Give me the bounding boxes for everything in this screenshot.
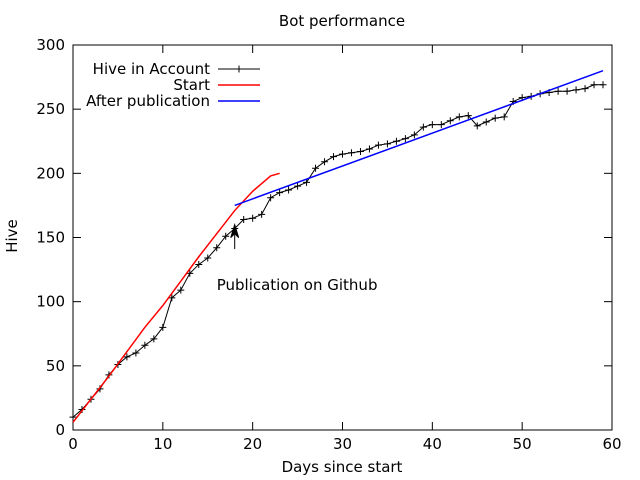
data-point bbox=[581, 85, 589, 93]
annotation-arrow-head bbox=[230, 222, 240, 239]
data-point bbox=[159, 323, 167, 331]
data-point bbox=[339, 150, 346, 158]
x-axis-label: Days since start bbox=[282, 458, 403, 476]
data-point bbox=[392, 137, 400, 145]
data-point bbox=[213, 244, 221, 252]
data-point bbox=[132, 349, 140, 357]
legend-label: Start bbox=[173, 76, 210, 94]
legend-label: Hive in Account bbox=[93, 60, 210, 78]
legend-label: After publication bbox=[86, 92, 210, 110]
x-tick-label: 30 bbox=[333, 435, 352, 453]
data-point bbox=[177, 286, 185, 294]
data-point bbox=[258, 210, 266, 218]
data-point bbox=[141, 341, 149, 349]
data-point bbox=[383, 140, 391, 148]
data-point bbox=[572, 86, 580, 94]
series-line-1 bbox=[72, 84, 604, 418]
data-point bbox=[464, 112, 472, 120]
data-point bbox=[150, 335, 158, 343]
data-point bbox=[365, 145, 373, 153]
data-point bbox=[123, 353, 131, 361]
data-point bbox=[249, 214, 257, 222]
x-tick-label: 60 bbox=[602, 435, 621, 453]
x-tick-label: 40 bbox=[423, 435, 442, 453]
axes: 0 10 20 30 40 50 60 0 50 100 150 200 250 300 bbox=[36, 36, 621, 453]
y-tick-label: 200 bbox=[36, 164, 65, 182]
data-point bbox=[356, 148, 364, 156]
data-point bbox=[312, 164, 320, 172]
data-point bbox=[410, 131, 418, 139]
x-tick-label: 0 bbox=[68, 435, 78, 453]
data-point bbox=[500, 113, 508, 121]
data-point bbox=[69, 413, 77, 421]
data-point bbox=[437, 121, 445, 129]
data-point bbox=[303, 178, 311, 186]
series-layer bbox=[69, 69, 607, 423]
y-tick-label: 50 bbox=[46, 357, 65, 375]
y-tick-label: 250 bbox=[36, 100, 65, 118]
data-point bbox=[195, 260, 203, 268]
x-tick-label: 20 bbox=[243, 435, 262, 453]
x-tick-label: 10 bbox=[153, 435, 172, 453]
data-point bbox=[590, 81, 598, 89]
y-tick-label: 100 bbox=[36, 293, 65, 311]
data-point bbox=[330, 153, 338, 161]
data-point bbox=[267, 194, 275, 202]
data-point bbox=[276, 189, 284, 197]
y-tick-label: 0 bbox=[55, 421, 65, 439]
data-point bbox=[186, 269, 194, 277]
chart-title: Bot performance bbox=[279, 12, 405, 30]
data-point bbox=[419, 123, 427, 131]
y-tick-label: 150 bbox=[36, 229, 65, 247]
data-point bbox=[563, 87, 571, 95]
data-point bbox=[222, 232, 230, 240]
data-point bbox=[294, 182, 302, 190]
data-point bbox=[321, 158, 329, 166]
data-point bbox=[491, 114, 499, 122]
data-point bbox=[204, 254, 212, 262]
data-point bbox=[446, 117, 454, 125]
data-point bbox=[599, 81, 607, 89]
y-axis-label: Hive bbox=[3, 219, 21, 253]
data-point bbox=[401, 135, 409, 143]
data-point bbox=[285, 186, 293, 194]
data-point bbox=[240, 216, 248, 224]
data-point bbox=[554, 87, 562, 95]
data-point bbox=[347, 149, 355, 157]
x-tick-label: 50 bbox=[513, 435, 532, 453]
data-point bbox=[428, 121, 436, 129]
series-line-2 bbox=[72, 172, 280, 423]
annotation-text: Publication on Github bbox=[217, 276, 378, 294]
data-point bbox=[482, 118, 490, 126]
data-point bbox=[455, 113, 463, 121]
series-line-3 bbox=[234, 69, 604, 207]
y-tick-label: 300 bbox=[36, 36, 65, 54]
data-point bbox=[473, 122, 481, 130]
legend-marker bbox=[235, 65, 243, 73]
data-point bbox=[168, 294, 176, 302]
annotation-layer: Publication on Github bbox=[217, 222, 378, 294]
data-point bbox=[374, 141, 382, 149]
